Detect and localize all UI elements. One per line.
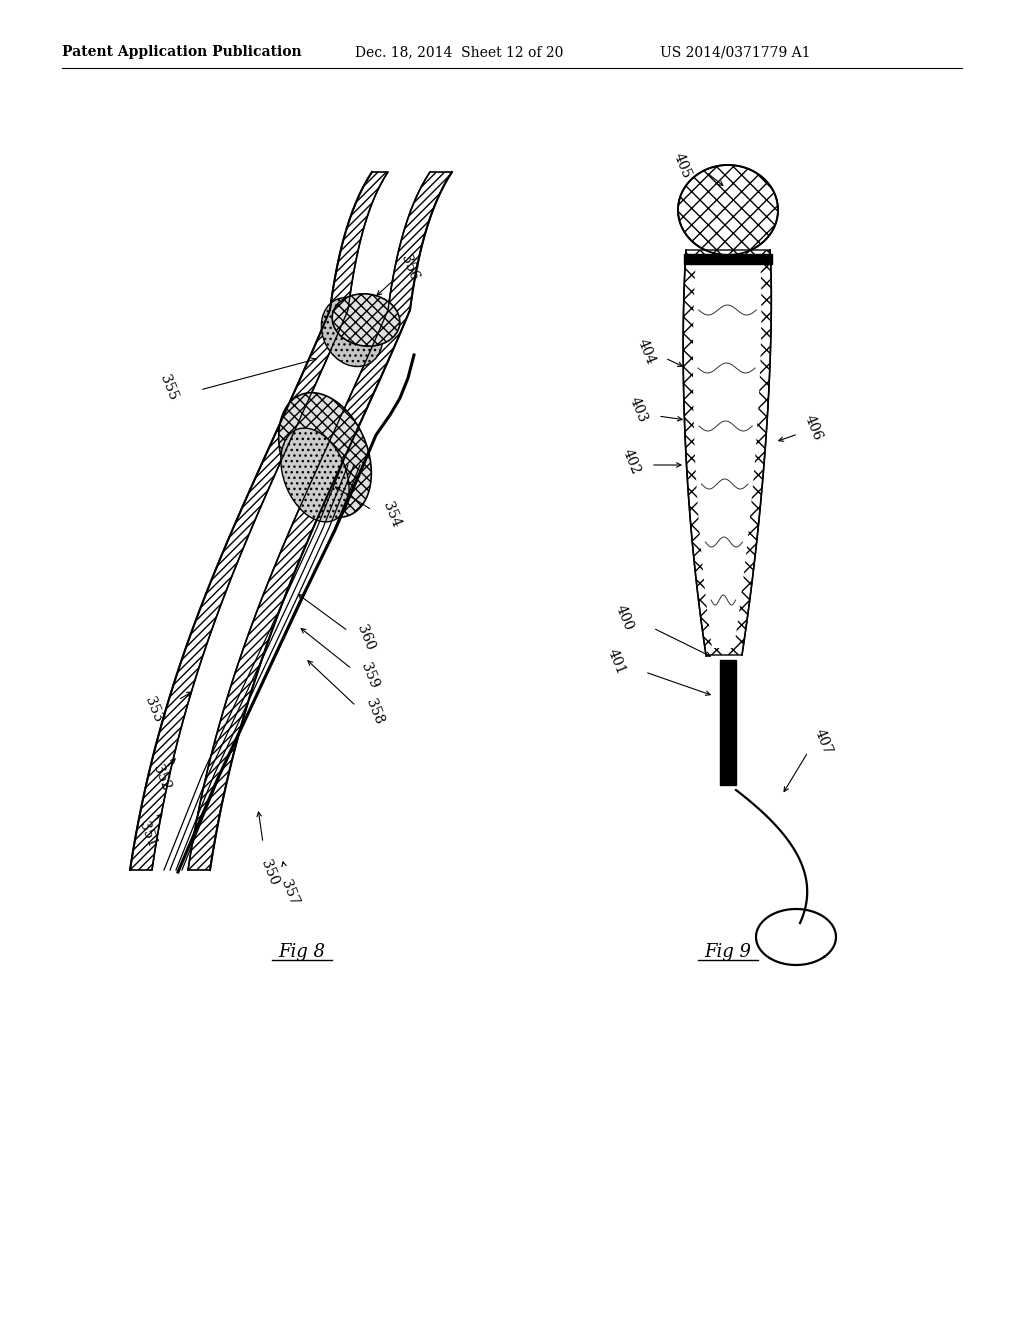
Text: Fig 9: Fig 9	[705, 942, 752, 961]
Text: 353: 353	[142, 696, 165, 725]
Text: 359: 359	[358, 661, 381, 690]
Text: 355: 355	[158, 374, 180, 403]
Ellipse shape	[332, 294, 399, 346]
Polygon shape	[281, 428, 349, 521]
Text: 352: 352	[151, 763, 173, 793]
Text: 400: 400	[613, 603, 636, 632]
Polygon shape	[693, 257, 761, 648]
Polygon shape	[188, 172, 452, 870]
Ellipse shape	[322, 297, 383, 367]
Text: 356: 356	[398, 253, 421, 282]
Text: 358: 358	[362, 697, 386, 727]
Text: US 2014/0371779 A1: US 2014/0371779 A1	[660, 45, 811, 59]
Text: 351: 351	[136, 820, 160, 850]
Polygon shape	[678, 165, 778, 255]
Text: 350: 350	[259, 858, 282, 887]
Text: 406: 406	[802, 413, 825, 442]
Text: Patent Application Publication: Patent Application Publication	[62, 45, 302, 59]
Text: 405: 405	[671, 152, 694, 181]
Text: 407: 407	[812, 727, 835, 756]
Text: Fig 8: Fig 8	[279, 942, 326, 961]
Text: 354: 354	[380, 500, 402, 529]
Polygon shape	[683, 249, 771, 655]
Text: Dec. 18, 2014  Sheet 12 of 20: Dec. 18, 2014 Sheet 12 of 20	[355, 45, 563, 59]
Text: 401: 401	[605, 647, 628, 677]
Text: 357: 357	[279, 878, 301, 908]
Text: 404: 404	[635, 337, 658, 367]
Text: 360: 360	[354, 623, 377, 653]
Polygon shape	[279, 392, 372, 517]
Bar	[720, 660, 736, 785]
Text: 403: 403	[627, 395, 650, 425]
Polygon shape	[130, 172, 388, 870]
Text: 402: 402	[621, 447, 643, 477]
